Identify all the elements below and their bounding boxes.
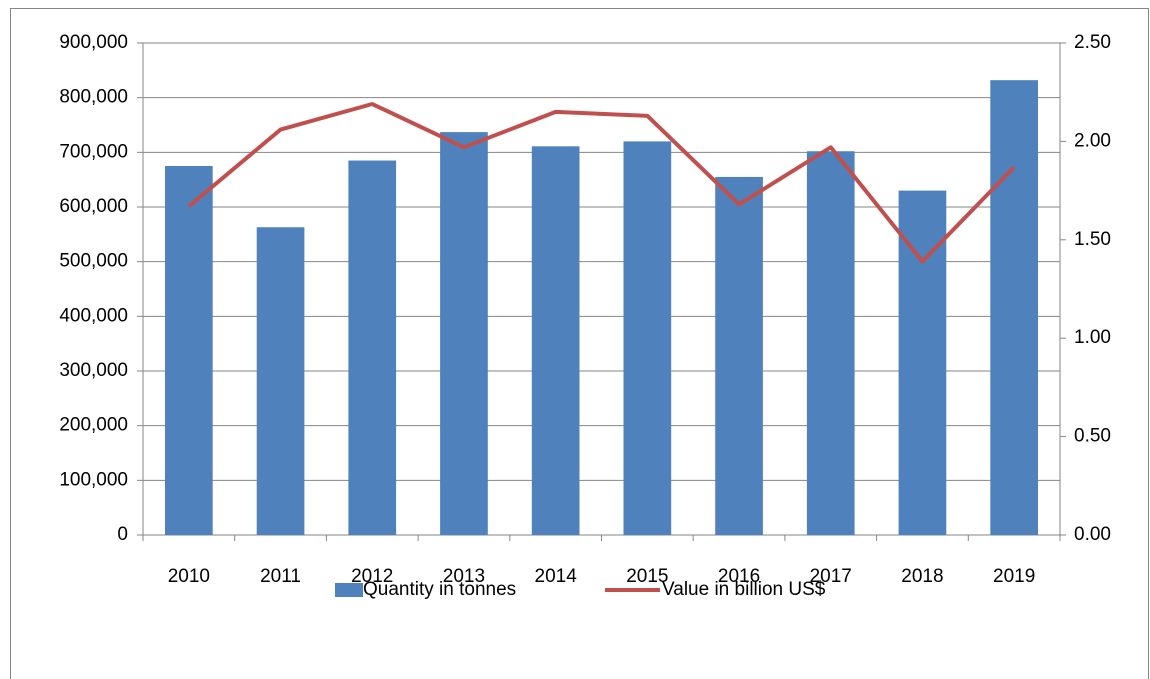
y-tick-label: 500,000 [59,251,128,272]
bar [623,141,672,535]
y2-tick-label: 0.00 [1074,524,1111,545]
bar [348,160,397,536]
x-tick-label: 2013 [443,566,485,587]
bar [531,146,580,535]
y-tick-label: 400,000 [59,305,128,326]
bar [806,151,855,536]
legend-label: Quantity in tonnes [363,579,516,600]
y-tick-label: 800,000 [59,87,128,108]
y-tick-label: 900,000 [59,32,128,53]
x-tick-label: 2018 [901,566,943,587]
x-tick-label: 2016 [718,566,760,587]
y2-tick-label: 2.50 [1074,32,1111,53]
bar [898,190,947,535]
y-tick-label: 0 [117,524,128,545]
y-tick-label: 600,000 [59,196,128,217]
x-tick-label: 2012 [351,566,393,587]
y-tick-label: 300,000 [59,360,128,381]
legend-label: Value in billion US$ [662,579,826,600]
y2-tick-label: 1.50 [1074,229,1111,250]
legend-swatch [335,583,363,597]
bar [165,166,213,535]
y2-tick-label: 1.00 [1074,327,1111,348]
bar [256,227,305,535]
bar [990,80,1038,535]
y-tick-label: 100,000 [59,469,128,490]
bar [440,132,488,535]
x-tick-label: 2019 [993,566,1035,587]
line [187,102,1016,264]
y2-tick-label: 0.50 [1074,426,1111,447]
bar [715,176,763,535]
y-tick-label: 700,000 [59,141,128,162]
y2-tick-label: 2.00 [1074,130,1111,151]
y-tick-label: 200,000 [59,415,128,436]
x-tick-label: 2017 [810,566,852,587]
x-tick-label: 2011 [260,566,301,587]
x-tick-label: 2015 [626,566,668,587]
x-tick-label: 2010 [168,566,210,587]
x-tick-label: 2014 [535,566,578,587]
